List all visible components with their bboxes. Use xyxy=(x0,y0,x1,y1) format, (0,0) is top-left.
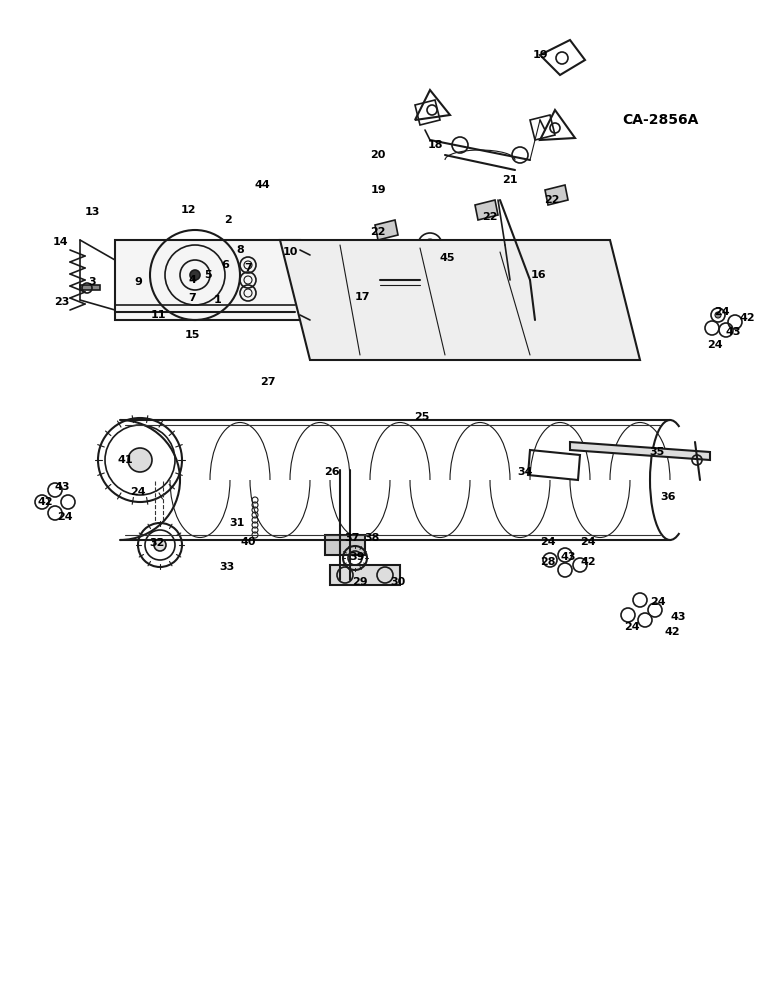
Polygon shape xyxy=(330,565,400,585)
Text: 9: 9 xyxy=(134,277,142,287)
Text: 22: 22 xyxy=(370,227,386,237)
Text: 24: 24 xyxy=(624,622,640,632)
Text: 16: 16 xyxy=(530,270,546,280)
Text: 42: 42 xyxy=(580,557,596,567)
Text: 26: 26 xyxy=(324,467,340,477)
Circle shape xyxy=(190,270,200,280)
Polygon shape xyxy=(115,240,300,320)
Circle shape xyxy=(154,539,166,551)
Text: 29: 29 xyxy=(353,577,368,587)
Text: 43: 43 xyxy=(670,612,686,622)
Text: 6: 6 xyxy=(221,260,229,270)
Text: 24: 24 xyxy=(580,537,596,547)
Text: 23: 23 xyxy=(55,297,69,307)
Polygon shape xyxy=(80,285,100,290)
Text: 7: 7 xyxy=(244,263,252,273)
Text: 31: 31 xyxy=(229,518,245,528)
Text: 40: 40 xyxy=(240,537,256,547)
Text: 22: 22 xyxy=(544,195,560,205)
Text: 22: 22 xyxy=(482,212,498,222)
Polygon shape xyxy=(375,220,398,240)
Text: 41: 41 xyxy=(117,455,133,465)
Text: 32: 32 xyxy=(149,538,165,548)
Text: 42: 42 xyxy=(739,313,755,323)
Text: 18: 18 xyxy=(427,140,443,150)
Text: 24: 24 xyxy=(57,512,73,522)
Text: 12: 12 xyxy=(180,205,196,215)
Text: 24: 24 xyxy=(714,307,730,317)
Text: 13: 13 xyxy=(84,207,100,217)
Text: 8: 8 xyxy=(236,245,244,255)
Text: 34: 34 xyxy=(517,467,533,477)
Text: 17: 17 xyxy=(354,292,370,302)
Text: 39: 39 xyxy=(349,552,365,562)
Text: 11: 11 xyxy=(151,310,165,320)
Text: 24: 24 xyxy=(130,487,146,497)
Text: 1: 1 xyxy=(215,295,222,305)
Circle shape xyxy=(128,448,152,472)
Polygon shape xyxy=(325,535,365,555)
Text: 43: 43 xyxy=(560,552,576,562)
Polygon shape xyxy=(475,200,498,220)
Text: 45: 45 xyxy=(439,253,455,263)
Text: 24: 24 xyxy=(541,537,556,547)
Text: 25: 25 xyxy=(414,412,430,422)
Text: 19: 19 xyxy=(532,50,548,60)
Polygon shape xyxy=(280,240,640,360)
Text: 30: 30 xyxy=(390,577,406,587)
Text: 3: 3 xyxy=(88,277,96,287)
Text: 20: 20 xyxy=(370,150,385,160)
Text: 43: 43 xyxy=(725,327,741,337)
Text: 15: 15 xyxy=(184,330,200,340)
Circle shape xyxy=(715,312,721,318)
Text: 43: 43 xyxy=(55,482,69,492)
Text: 44: 44 xyxy=(254,180,270,190)
Text: 7: 7 xyxy=(188,293,196,303)
Text: 21: 21 xyxy=(502,175,518,185)
Text: 24: 24 xyxy=(651,597,666,607)
Text: CA-2856A: CA-2856A xyxy=(622,113,698,127)
Text: 42: 42 xyxy=(37,497,53,507)
Text: 42: 42 xyxy=(665,627,680,637)
Text: 10: 10 xyxy=(282,247,298,257)
Text: 37: 37 xyxy=(344,533,360,543)
Text: 2: 2 xyxy=(224,215,232,225)
Text: 28: 28 xyxy=(541,557,555,567)
Text: 19: 19 xyxy=(370,185,386,195)
Text: 33: 33 xyxy=(219,562,235,572)
Text: 35: 35 xyxy=(650,447,665,457)
Polygon shape xyxy=(570,442,710,460)
Polygon shape xyxy=(545,185,568,205)
Text: 4: 4 xyxy=(188,275,196,285)
Text: 27: 27 xyxy=(261,377,276,387)
Text: 14: 14 xyxy=(52,237,68,247)
Text: 5: 5 xyxy=(204,270,212,280)
Text: 24: 24 xyxy=(707,340,723,350)
Text: 36: 36 xyxy=(660,492,675,502)
Text: 38: 38 xyxy=(364,533,380,543)
